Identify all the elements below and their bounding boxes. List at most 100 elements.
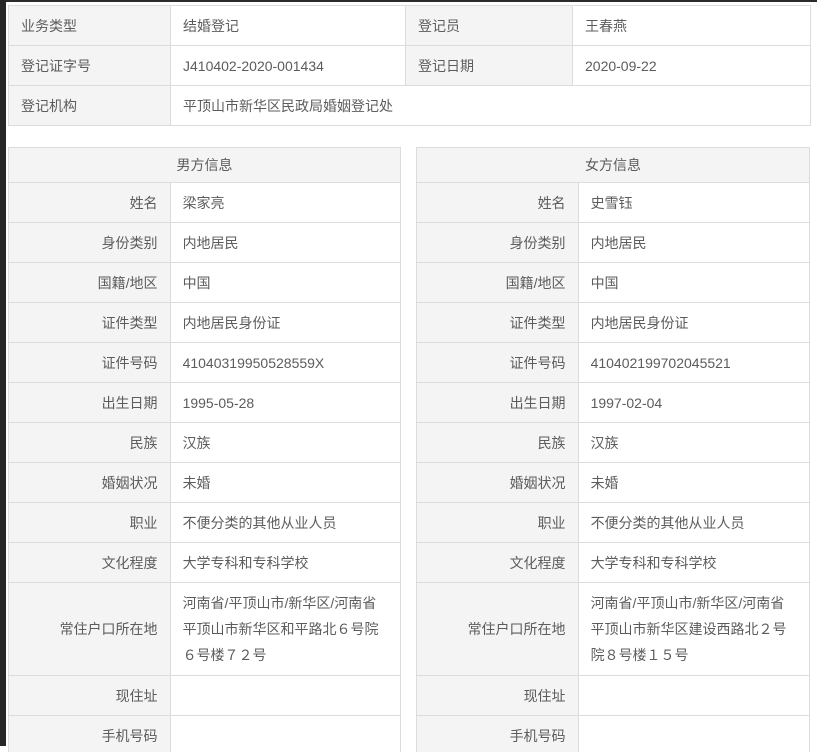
male-table-title: 男方信息: [8, 147, 401, 183]
table-row: 身份类别 内地居民: [8, 222, 402, 263]
female-nationality-label: 国籍/地区: [416, 262, 579, 303]
table-row: 国籍/地区 中国: [8, 262, 402, 303]
certificate-no-label: 登记证字号: [8, 45, 171, 86]
registration-summary-table: 业务类型 结婚登记 登记员 王春燕 登记证字号 J410402-2020-001…: [8, 5, 811, 126]
table-row: 常住户口所在地 河南省/平顶山市/新华区/河南省平顶山市新华区和平路北６号院６号…: [8, 582, 402, 676]
male-education-label: 文化程度: [8, 542, 171, 583]
table-row: 职业 不便分类的其他从业人员: [416, 502, 811, 543]
table-row: 登记机构 平顶山市新华区民政局婚姻登记处: [8, 85, 811, 126]
table-row: 婚姻状况 未婚: [8, 462, 402, 503]
female-birth-date-label: 出生日期: [416, 382, 579, 423]
page-left-edge: [0, 0, 6, 746]
male-current-address-label: 现住址: [8, 675, 171, 716]
table-row: 文化程度 大学专科和专科学校: [416, 542, 811, 583]
table-row: 证件号码 41040319950528559X: [8, 342, 402, 383]
registrar-value: 王春燕: [572, 5, 811, 46]
certificate-no-value: J410402-2020-001434: [170, 45, 406, 86]
female-household-address-value: 河南省/平顶山市/新华区/河南省平顶山市新华区建设西路北２号院８号楼１５号: [577, 582, 811, 676]
business-type-label: 业务类型: [8, 5, 171, 46]
table-row: 男方信息: [8, 147, 401, 183]
female-name-value: 史雪钰: [577, 182, 811, 223]
male-birth-date-label: 出生日期: [8, 382, 171, 423]
table-row: 现住址: [416, 675, 811, 716]
table-row: 民族 汉族: [416, 422, 811, 463]
male-id-type-label: 证件类型: [8, 302, 171, 343]
table-row: 手机号码: [8, 715, 402, 752]
table-row: 手机号码: [416, 715, 811, 752]
female-name-label: 姓名: [416, 182, 579, 223]
male-ethnicity-value: 汉族: [169, 422, 402, 463]
male-birth-date-value: 1995-05-28: [169, 382, 402, 423]
table-row: 证件号码 410402199702045521: [416, 342, 811, 383]
table-row: 现住址: [8, 675, 402, 716]
table-row: 文化程度 大学专科和专科学校: [8, 542, 402, 583]
female-education-label: 文化程度: [416, 542, 579, 583]
male-household-address-value: 河南省/平顶山市/新华区/河南省平顶山市新华区和平路北６号院６号楼７２号: [169, 582, 402, 676]
table-row: 婚姻状况 未婚: [416, 462, 811, 503]
male-name-value: 梁家亮: [169, 182, 402, 223]
table-row: 姓名 史雪钰: [416, 182, 811, 223]
female-mobile-label: 手机号码: [416, 715, 579, 752]
table-row: 女方信息: [416, 147, 810, 183]
registration-agency-value: 平顶山市新华区民政局婚姻登记处: [170, 85, 811, 126]
table-row: 职业 不便分类的其他从业人员: [8, 502, 402, 543]
female-identity-type-label: 身份类别: [416, 222, 579, 263]
male-household-address-label: 常住户口所在地: [8, 582, 171, 676]
table-row: 国籍/地区 中国: [416, 262, 811, 303]
table-row: 身份类别 内地居民: [416, 222, 811, 263]
male-identity-type-label: 身份类别: [8, 222, 171, 263]
male-name-label: 姓名: [8, 182, 171, 223]
female-nationality-value: 中国: [577, 262, 811, 303]
female-id-number-value: 410402199702045521: [577, 342, 811, 383]
female-identity-type-value: 内地居民: [577, 222, 811, 263]
table-row: 出生日期 1995-05-28: [8, 382, 402, 423]
registration-date-label: 登记日期: [405, 45, 573, 86]
table-row: 出生日期 1997-02-04: [416, 382, 811, 423]
female-marital-status-label: 婚姻状况: [416, 462, 579, 503]
person-tables: 男方信息 姓名 梁家亮 身份类别 内地居民 国籍/地区 中国 证件类型 内地居民…: [8, 147, 811, 752]
female-marital-status-value: 未婚: [577, 462, 811, 503]
male-current-address-value: [169, 675, 402, 716]
female-id-number-label: 证件号码: [416, 342, 579, 383]
male-identity-type-value: 内地居民: [169, 222, 402, 263]
female-birth-date-value: 1997-02-04: [577, 382, 811, 423]
table-row: 登记证字号 J410402-2020-001434 登记日期 2020-09-2…: [8, 45, 811, 86]
female-occupation-value: 不便分类的其他从业人员: [577, 502, 811, 543]
female-table-title: 女方信息: [416, 147, 810, 183]
female-id-type-label: 证件类型: [416, 302, 579, 343]
male-nationality-value: 中国: [169, 262, 402, 303]
table-row: 证件类型 内地居民身份证: [8, 302, 402, 343]
female-info-table: 女方信息 姓名 史雪钰 身份类别 内地居民 国籍/地区 中国 证件类型 内地居民…: [416, 147, 811, 752]
male-mobile-value: [169, 715, 402, 752]
male-id-number-value: 41040319950528559X: [169, 342, 402, 383]
table-row: 民族 汉族: [8, 422, 402, 463]
registration-date-value: 2020-09-22: [572, 45, 811, 86]
male-id-type-value: 内地居民身份证: [169, 302, 402, 343]
business-type-value: 结婚登记: [170, 5, 406, 46]
table-row: 常住户口所在地 河南省/平顶山市/新华区/河南省平顶山市新华区建设西路北２号院８…: [416, 582, 811, 676]
male-occupation-label: 职业: [8, 502, 171, 543]
male-nationality-label: 国籍/地区: [8, 262, 171, 303]
male-mobile-label: 手机号码: [8, 715, 171, 752]
content-area: 业务类型 结婚登记 登记员 王春燕 登记证字号 J410402-2020-001…: [8, 5, 811, 752]
male-id-number-label: 证件号码: [8, 342, 171, 383]
female-ethnicity-value: 汉族: [577, 422, 811, 463]
registration-agency-label: 登记机构: [8, 85, 171, 126]
female-mobile-value: [577, 715, 811, 752]
male-education-value: 大学专科和专科学校: [169, 542, 402, 583]
registrar-label: 登记员: [405, 5, 573, 46]
female-ethnicity-label: 民族: [416, 422, 579, 463]
table-row: 业务类型 结婚登记 登记员 王春燕: [8, 5, 811, 46]
male-ethnicity-label: 民族: [8, 422, 171, 463]
female-household-address-label: 常住户口所在地: [416, 582, 579, 676]
male-marital-status-value: 未婚: [169, 462, 402, 503]
female-current-address-value: [577, 675, 811, 716]
female-occupation-label: 职业: [416, 502, 579, 543]
table-row: 证件类型 内地居民身份证: [416, 302, 811, 343]
male-info-table: 男方信息 姓名 梁家亮 身份类别 内地居民 国籍/地区 中国 证件类型 内地居民…: [8, 147, 402, 752]
table-row: 姓名 梁家亮: [8, 182, 402, 223]
female-education-value: 大学专科和专科学校: [577, 542, 811, 583]
male-marital-status-label: 婚姻状况: [8, 462, 171, 503]
female-current-address-label: 现住址: [416, 675, 579, 716]
